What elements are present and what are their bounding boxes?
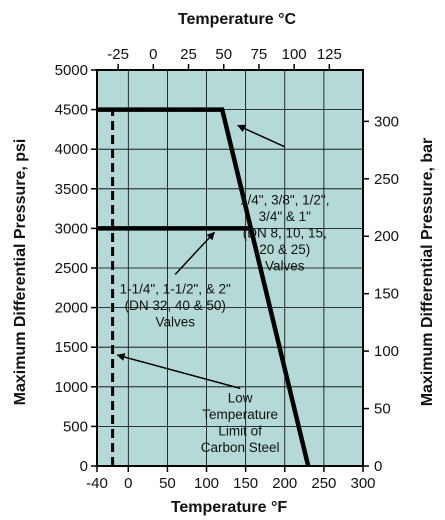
annotation-line: 1/4", 3/8", 1/2", [240, 193, 329, 208]
y-left-tick-label: 5000 [55, 62, 88, 79]
annotation-line: 20 & 25) [259, 242, 310, 257]
y-left-tick-label: 4500 [55, 102, 88, 119]
y-right-axis-title: Maximum Differential Pressure, bar [419, 138, 436, 407]
annotation-line: (DN 32, 40 & 50) [125, 298, 226, 313]
tick-labels: -40 0 50 100 150 200 250 300-25 0 25 50 75 100 125050… [55, 46, 399, 492]
x-top-tick-label: -25 [107, 46, 129, 63]
y-right-tick-label: 200 [374, 228, 399, 245]
y-left-tick-label: 2500 [55, 260, 88, 277]
annotation-2: 1-1/4", 1-1/2", & 2" (DN 32, 40 & 50)Valv… [120, 281, 231, 329]
y-right-tick-label: 50 [374, 401, 391, 418]
annotation-line: Limit of [218, 424, 262, 439]
x-bottom-tick-label: 0 [124, 475, 132, 492]
x-bottom-tick-label: 50 [159, 475, 176, 492]
x-bottom-tick-label: 200 [272, 475, 297, 492]
y-right-tick-label: 0 [374, 458, 382, 475]
annotations: 1/4", 3/8", 1/2",3/4" & 1" (DN 8, 10, 15,… [116, 124, 329, 456]
y-left-axis-title: Maximum Differential Pressure, psi [12, 139, 29, 406]
y-left-tick-label: 0 [80, 458, 88, 475]
grid-lines [97, 70, 363, 466]
x-top-tick-label: 25 [180, 46, 197, 63]
y-left-tick-label: 1000 [55, 379, 88, 396]
y-left-tick-label: 3000 [55, 220, 88, 237]
y-left-tick-label: 1500 [55, 339, 88, 356]
annotation-line: Valves [155, 314, 195, 329]
x-top-tick-label: 50 [215, 46, 232, 63]
y-left-tick-label: 4000 [55, 141, 88, 158]
x-top-tick-label: 75 [251, 46, 268, 63]
series-layer [97, 107, 311, 467]
y-right-tick-label: 150 [374, 286, 399, 303]
axis-ticks [91, 64, 369, 472]
x-top-tick-label: 100 [282, 46, 307, 63]
x-top-tick-label: 125 [317, 46, 342, 63]
y-right-tick-label: 250 [374, 171, 399, 188]
y-right-tick-label: 300 [374, 113, 399, 130]
y-left-tick-label: 2000 [55, 300, 88, 317]
annotation-line: Temperature [202, 407, 278, 422]
y-right-tick-label: 100 [374, 343, 399, 360]
annotation-line: Valves [265, 259, 305, 274]
annotation-line: Low [228, 391, 253, 406]
x-top-axis-title: Temperature °C [178, 11, 297, 28]
series-line-1 [97, 107, 311, 467]
x-top-tick-label: 0 [149, 46, 157, 63]
x-bottom-tick-label: 100 [194, 475, 219, 492]
annotation-arrow-1 [237, 124, 286, 148]
x-bottom-tick-label: 250 [311, 475, 336, 492]
annotation-arrow-3 [116, 353, 241, 390]
y-left-tick-label: 3500 [55, 181, 88, 198]
annotation-1: 1/4", 3/8", 1/2",3/4" & 1" (DN 8, 10, 15,… [240, 193, 329, 274]
annotation-line: (DN 8, 10, 15, [243, 226, 327, 241]
y-left-tick-label: 500 [63, 418, 88, 435]
x-bottom-tick-label: 300 [350, 475, 375, 492]
annotation-line: 1-1/4", 1-1/2", & 2" [120, 281, 231, 296]
x-bottom-tick-label: -40 [86, 475, 108, 492]
annotation-line: 3/4" & 1" [259, 209, 312, 224]
annotation-arrow-2 [174, 231, 215, 275]
annotation-line: Carbon Steel [201, 440, 280, 455]
x-bottom-tick-label: 150 [233, 475, 258, 492]
x-bottom-axis-title: Temperature °F [171, 499, 288, 516]
